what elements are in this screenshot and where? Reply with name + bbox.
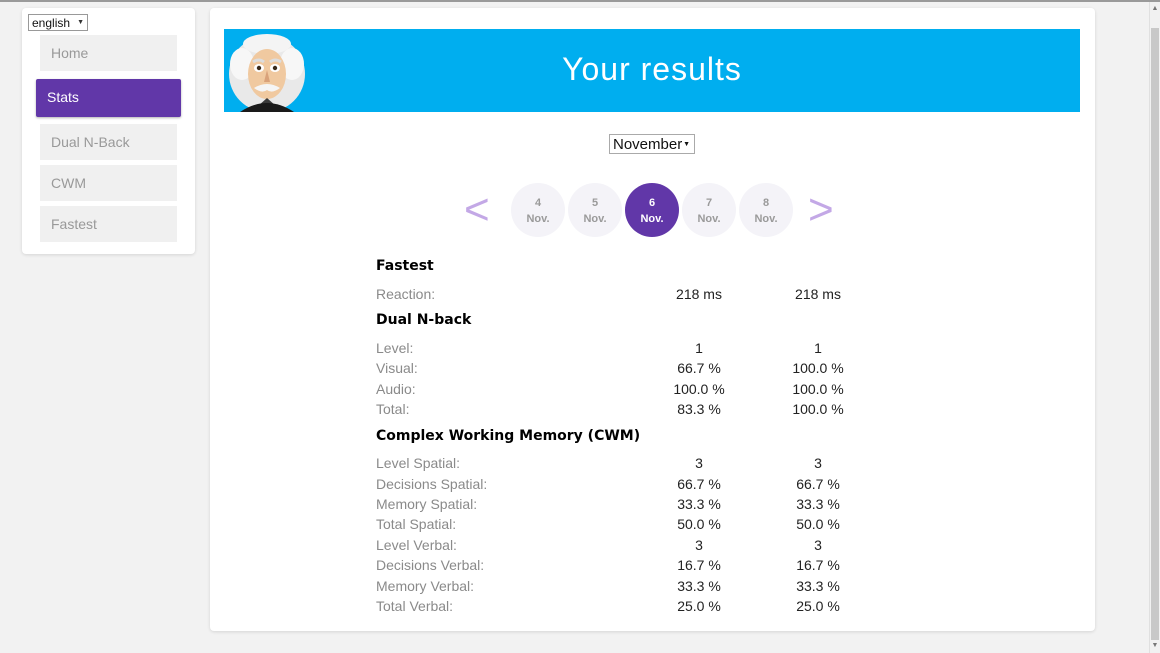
day-button-4[interactable]: 4 Nov. [511, 183, 565, 237]
row-label: Level: [376, 340, 414, 356]
row-label: Total Verbal: [376, 598, 454, 614]
nav-item-fastest[interactable]: Fastest [40, 206, 177, 242]
nav-item-label: Home [51, 45, 89, 61]
row-value-2: 1 [814, 340, 822, 356]
row-value-1: 66.7 % [677, 360, 721, 376]
row-value-2: 16.7 % [796, 557, 840, 573]
row-value-1: 1 [695, 340, 703, 356]
row-value-1: 33.3 % [677, 496, 721, 512]
caret-down-icon: ▼ [77, 19, 84, 26]
row-value-2: 218 ms [795, 286, 841, 302]
section-title-cwm: Complex Working Memory (CWM) [376, 428, 641, 444]
day-number: 5 [591, 197, 599, 209]
row-value-2: 3 [814, 455, 822, 471]
page-title: Your results [562, 51, 742, 87]
row-value-1: 100.0 % [673, 381, 725, 397]
row-value-1: 3 [695, 455, 703, 471]
row-value-1: 83.3 % [677, 401, 721, 417]
nav-item-label: Dual N-Back [51, 134, 130, 150]
page-scrollbar[interactable]: ▲ ▼ [1149, 2, 1160, 653]
nav-item-label: Fastest [51, 216, 97, 232]
day-button-8[interactable]: 8 Nov. [739, 183, 793, 237]
row-label: Decisions Spatial: [376, 476, 488, 492]
row-label: Audio: [376, 381, 416, 397]
day-number: 4 [534, 197, 542, 209]
row-value-1: 66.7 % [677, 476, 721, 492]
day-month: Nov. [697, 213, 721, 225]
day-month: Nov. [754, 213, 778, 225]
day-month: Nov. [583, 213, 607, 225]
language-select[interactable]: english ▼ [28, 14, 88, 31]
row-value-1: 33.3 % [677, 578, 721, 594]
scrollbar-thumb[interactable] [1151, 28, 1159, 640]
row-label: Visual: [376, 360, 418, 376]
row-value-2: 33.3 % [796, 496, 840, 512]
row-label: Memory Verbal: [376, 578, 475, 594]
sidebar: english ▼ Home Stats Dual N-Back CWM Fas… [22, 8, 195, 254]
day-month: Nov. [640, 213, 664, 225]
section-title-fastest: Fastest [376, 258, 434, 274]
scroll-down-arrow-icon[interactable]: ▼ [1151, 642, 1159, 649]
einstein-avatar-icon [229, 34, 305, 112]
section-title-dual-n-back: Dual N-back [376, 312, 472, 328]
next-day-arrow-icon[interactable]: > [808, 185, 834, 234]
nav-item-cwm[interactable]: CWM [40, 165, 177, 201]
row-label: Reaction: [376, 286, 436, 302]
row-value-2: 66.7 % [796, 476, 840, 492]
results-banner: Your results [224, 29, 1080, 112]
prev-day-arrow-icon[interactable]: < [464, 185, 490, 234]
row-value-2: 3 [814, 537, 822, 553]
caret-down-icon: ▼ [683, 141, 690, 148]
row-value-1: 3 [695, 537, 703, 553]
day-button-6[interactable]: 6 Nov. [625, 183, 679, 237]
row-label: Memory Spatial: [376, 496, 478, 512]
row-label: Level Spatial: [376, 455, 461, 471]
main-panel: Your results November ▼ < 4 Nov. 5 Nov. 6 N… [210, 8, 1095, 631]
row-label: Decisions Verbal: [376, 557, 485, 573]
row-value-2: 50.0 % [796, 516, 840, 532]
row-label: Total: [376, 401, 410, 417]
row-value-2: 100.0 % [792, 401, 844, 417]
row-value-2: 100.0 % [792, 360, 844, 376]
language-select-value: english [32, 16, 71, 30]
month-select[interactable]: November ▼ [609, 134, 695, 154]
day-button-7[interactable]: 7 Nov. [682, 183, 736, 237]
row-label: Total Spatial: [376, 516, 457, 532]
row-value-2: 33.3 % [796, 578, 840, 594]
scroll-up-arrow-icon[interactable]: ▲ [1151, 5, 1159, 12]
day-number: 6 [648, 197, 656, 209]
day-number: 8 [762, 197, 770, 209]
nav-item-stats[interactable]: Stats [36, 79, 181, 117]
nav-item-dual-n-back[interactable]: Dual N-Back [40, 124, 177, 160]
row-value-1: 16.7 % [677, 557, 721, 573]
row-value-1: 218 ms [676, 286, 722, 302]
window-top-border [0, 0, 1160, 2]
day-button-5[interactable]: 5 Nov. [568, 183, 622, 237]
nav-item-home[interactable]: Home [40, 35, 177, 71]
month-select-value: November [613, 136, 683, 153]
row-value-1: 25.0 % [677, 598, 721, 614]
nav-item-label: CWM [51, 175, 86, 191]
row-value-1: 50.0 % [677, 516, 721, 532]
day-number: 7 [705, 197, 713, 209]
row-label: Level Verbal: [376, 537, 457, 553]
nav-item-label: Stats [47, 89, 79, 105]
row-value-2: 25.0 % [796, 598, 840, 614]
day-month: Nov. [526, 213, 550, 225]
row-value-2: 100.0 % [792, 381, 844, 397]
